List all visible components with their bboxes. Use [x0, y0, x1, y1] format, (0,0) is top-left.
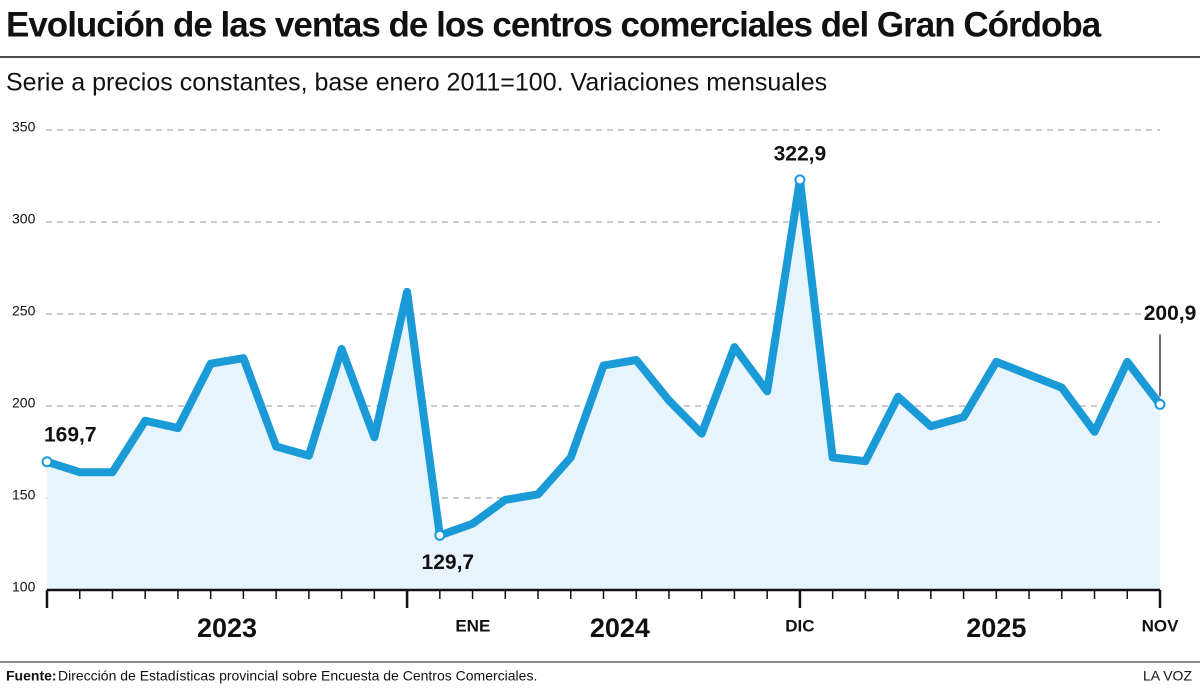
- y-tick-label: 200: [12, 395, 36, 411]
- credit: LA VOZ: [1143, 668, 1192, 684]
- x-tick-label: ENE: [455, 616, 490, 635]
- source-label: Fuente:: [6, 668, 57, 684]
- source-text: Dirección de Estadísticas provincial sob…: [58, 668, 537, 684]
- y-tick-label: 300: [12, 211, 36, 227]
- line: [43, 175, 1164, 540]
- value-label: 169,7: [44, 423, 97, 446]
- value-label: 322,9: [774, 142, 827, 165]
- y-tick-label: 350: [12, 119, 36, 135]
- chart-subtitle: Serie a precios constantes, base enero 2…: [6, 69, 827, 97]
- x-group-label: 2025: [966, 613, 1026, 643]
- value-label: 129,7: [422, 551, 475, 574]
- y-tick-label: 150: [12, 487, 36, 503]
- value-label: 200,9: [1144, 302, 1197, 325]
- x-tick-label: DIC: [785, 616, 814, 635]
- point-marker: [434, 529, 446, 541]
- point-marker: [1154, 398, 1166, 410]
- x-group-label: 2023: [197, 613, 257, 643]
- point-marker: [794, 174, 806, 186]
- x-tick-label: NOV: [1142, 616, 1180, 635]
- y-tick-label: 100: [12, 579, 36, 595]
- chart-title: Evolución de las ventas de los centros c…: [6, 5, 1102, 44]
- point-marker: [41, 456, 53, 468]
- y-tick-label: 250: [12, 303, 36, 319]
- x-group-label: 2024: [590, 613, 650, 643]
- area: [47, 179, 1160, 590]
